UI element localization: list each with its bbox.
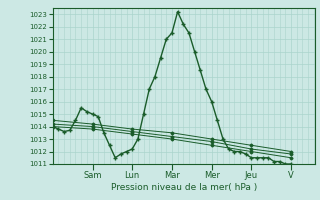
X-axis label: Pression niveau de la mer( hPa ): Pression niveau de la mer( hPa ) — [111, 183, 257, 192]
